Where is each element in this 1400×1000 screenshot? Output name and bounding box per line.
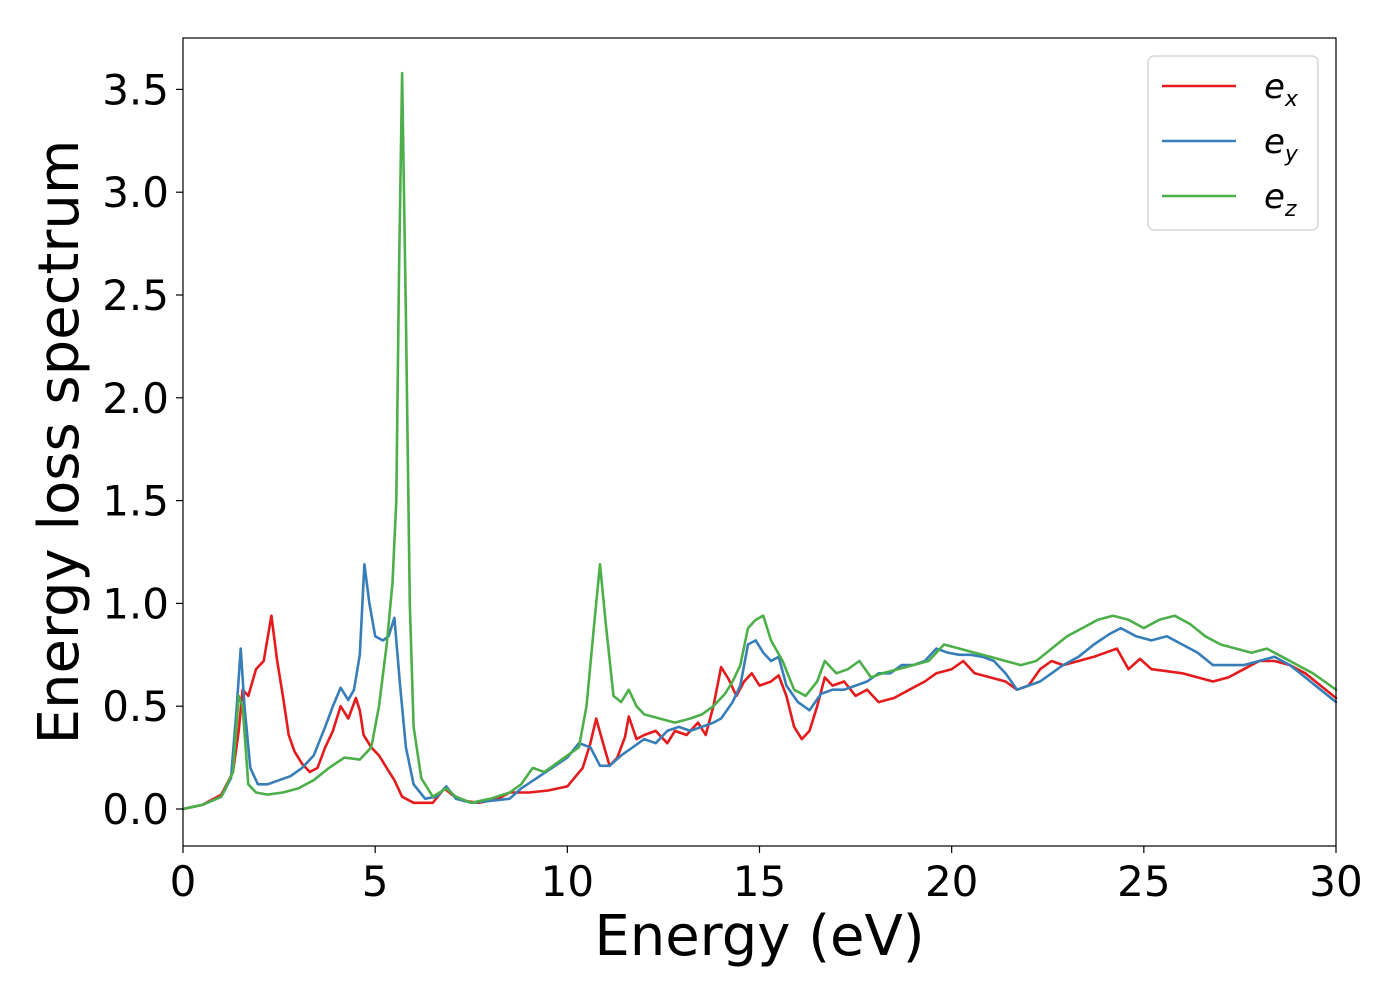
- series-lines: [181, 71, 1338, 811]
- legend-label-z: ez: [1264, 177, 1297, 222]
- x-tick-label: 20: [925, 857, 978, 906]
- y-tick-label: 3.0: [102, 168, 169, 217]
- y-tick-label: 0.0: [102, 785, 169, 834]
- x-tick-label: 25: [1117, 857, 1170, 906]
- legend-label-y: ey: [1264, 122, 1299, 167]
- x-tick-label: 5: [362, 857, 389, 906]
- x-tick-label: 0: [170, 857, 197, 906]
- x-tick-label: 30: [1309, 857, 1362, 906]
- y-axis-label: Energy loss spectrum: [27, 140, 92, 745]
- x-axis: 0 5 10 15 20 25 30: [170, 846, 1363, 906]
- y-tick-label: 0.5: [102, 682, 169, 731]
- y-tick-label: 2.0: [102, 374, 169, 423]
- legend-box: [1147, 55, 1319, 231]
- x-tick-label: 10: [541, 857, 594, 906]
- legend: ex ey ez: [1147, 55, 1319, 231]
- series-line-x: [181, 614, 1338, 811]
- x-axis-label: Energy (eV): [594, 904, 924, 969]
- y-tick-label: 3.5: [102, 65, 169, 114]
- y-tick-label: 2.5: [102, 271, 169, 320]
- series-line-y: [181, 563, 1338, 811]
- series-line-z: [181, 71, 1338, 811]
- legend-label-x: ex: [1264, 67, 1299, 112]
- x-tick-label: 15: [733, 857, 786, 906]
- y-tick-label: 1.0: [102, 579, 169, 628]
- y-tick-label: 1.5: [102, 477, 169, 526]
- y-axis: 0.0 0.5 1.0 1.5 2.0 2.5 3.0 3.5: [102, 65, 183, 834]
